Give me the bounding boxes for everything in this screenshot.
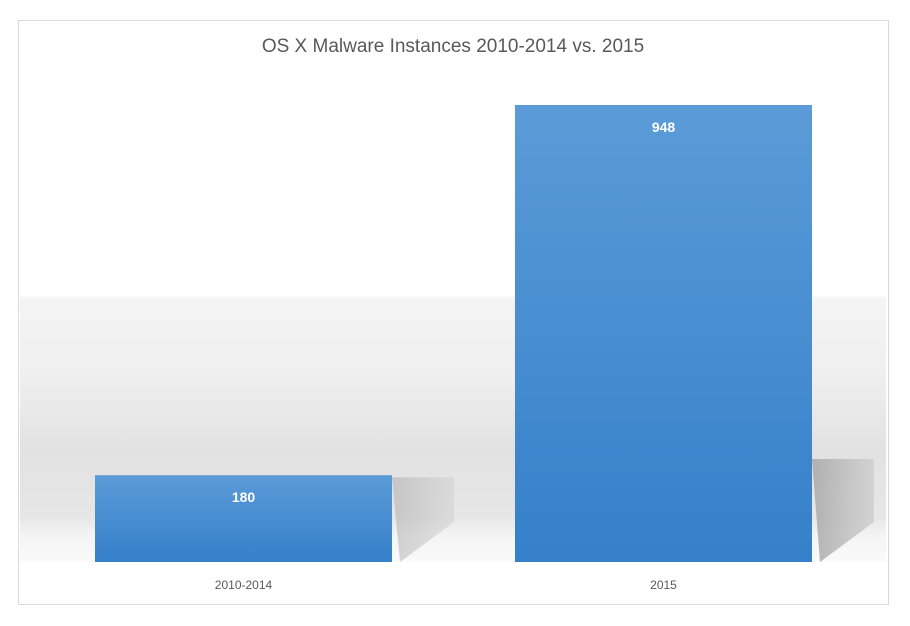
x-tick-label: 2010-2014 xyxy=(215,578,273,592)
x-tick-label: 2015 xyxy=(650,578,677,592)
bar-2010-2014 xyxy=(95,475,392,562)
bar-shadow xyxy=(812,459,874,562)
data-label: 948 xyxy=(652,119,676,135)
data-label: 180 xyxy=(232,489,256,505)
bar-shadow xyxy=(392,477,454,562)
chart-title: OS X Malware Instances 2010-2014 vs. 201… xyxy=(262,36,644,57)
bar-2015 xyxy=(515,105,812,562)
